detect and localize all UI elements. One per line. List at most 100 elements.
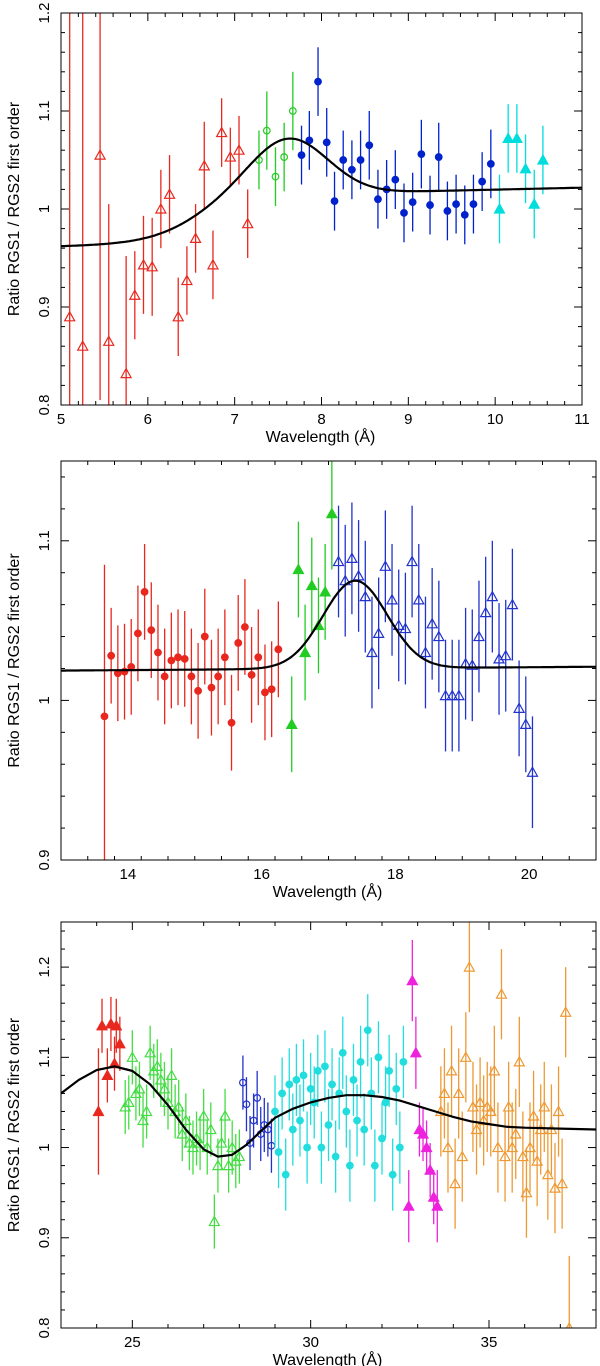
plot-frame bbox=[60, 12, 583, 406]
data-point bbox=[434, 1105, 447, 1117]
data-point bbox=[513, 702, 526, 713]
data-point bbox=[274, 1148, 283, 1156]
data-point bbox=[226, 1141, 239, 1153]
data-point bbox=[288, 107, 297, 115]
model-curve bbox=[61, 579, 596, 672]
data-point bbox=[134, 629, 142, 638]
data-point bbox=[207, 683, 216, 692]
data-point bbox=[322, 138, 331, 147]
data-point bbox=[288, 1125, 297, 1134]
x-tick-label: 10 bbox=[487, 411, 504, 428]
x-tick-label: 18 bbox=[387, 866, 404, 883]
data-point bbox=[253, 1094, 262, 1102]
data-point bbox=[278, 1089, 287, 1098]
data-point bbox=[493, 202, 506, 214]
data-point bbox=[305, 579, 318, 591]
data-point bbox=[211, 1159, 224, 1171]
data-point bbox=[174, 653, 182, 662]
data-point bbox=[204, 1123, 217, 1135]
data-point bbox=[439, 689, 452, 701]
data-point bbox=[352, 569, 365, 581]
data-point bbox=[360, 1125, 369, 1134]
data-point bbox=[172, 1100, 185, 1112]
data-point bbox=[214, 672, 223, 681]
data-point bbox=[536, 153, 549, 165]
data-point bbox=[122, 1096, 135, 1108]
x-tick-label: 16 bbox=[253, 866, 270, 883]
data-point bbox=[474, 1096, 487, 1108]
data-point bbox=[378, 1134, 386, 1143]
data-point bbox=[559, 1005, 572, 1017]
model-curve bbox=[61, 1065, 596, 1158]
x-axis-label: Wavelength (Å) bbox=[273, 1350, 383, 1366]
data-point bbox=[513, 1055, 526, 1067]
series-green-open-circles bbox=[255, 71, 297, 207]
data-point bbox=[198, 159, 211, 171]
data-point bbox=[113, 1037, 126, 1049]
series-green-filled-triangles bbox=[285, 461, 338, 773]
data-point bbox=[349, 1075, 358, 1084]
data-point bbox=[443, 207, 452, 215]
data-point bbox=[399, 1057, 408, 1066]
y-tick-label: 1.1 bbox=[36, 101, 53, 122]
series-red-filled-circles bbox=[100, 543, 283, 860]
data-point bbox=[385, 1066, 394, 1075]
data-point bbox=[160, 672, 169, 681]
data-point bbox=[477, 1114, 490, 1126]
series-magenta-filled-triangles bbox=[402, 940, 444, 1243]
data-point bbox=[519, 718, 532, 729]
data-point bbox=[107, 651, 116, 660]
data-point bbox=[95, 1019, 109, 1031]
data-point bbox=[330, 197, 339, 206]
data-point bbox=[233, 1150, 246, 1162]
data-point bbox=[526, 765, 539, 777]
data-point bbox=[481, 1100, 494, 1112]
data-point bbox=[470, 1123, 483, 1135]
data-point bbox=[241, 623, 249, 631]
data-point bbox=[459, 1051, 472, 1062]
data-point bbox=[486, 160, 495, 168]
data-point bbox=[331, 1152, 340, 1161]
data-point bbox=[479, 606, 492, 618]
data-point bbox=[128, 289, 141, 300]
data-point bbox=[234, 639, 243, 647]
series-cyan-filled-triangles bbox=[493, 104, 549, 244]
data-point bbox=[528, 197, 541, 209]
model-curve bbox=[61, 137, 582, 248]
data-point bbox=[416, 1127, 430, 1139]
data-point bbox=[151, 1060, 164, 1071]
data-point bbox=[499, 649, 512, 661]
data-point bbox=[432, 630, 445, 642]
data-point bbox=[321, 1062, 329, 1071]
x-tick-label: 30 bbox=[302, 1334, 319, 1351]
y-tick-label: 0.8 bbox=[36, 395, 53, 416]
data-point bbox=[146, 260, 159, 272]
data-point bbox=[488, 1064, 501, 1076]
chart-panel-3: 25 30 35 0.8 0.9 1 1.1 1.2 Wavelength (Å) Ratio R… bbox=[6, 921, 597, 1366]
data-point bbox=[363, 1026, 372, 1035]
data-point bbox=[206, 258, 219, 270]
data-point bbox=[220, 653, 229, 662]
data-point bbox=[495, 987, 508, 999]
data-point bbox=[502, 1100, 515, 1112]
data-point bbox=[262, 126, 271, 135]
data-point bbox=[339, 156, 348, 164]
series-blue-filled-circles bbox=[297, 47, 495, 245]
x-tick-label: 35 bbox=[481, 1334, 498, 1351]
data-point bbox=[163, 188, 176, 199]
data-point bbox=[94, 148, 107, 160]
data-point bbox=[406, 974, 419, 986]
data-point bbox=[200, 632, 209, 641]
data-point bbox=[158, 1082, 171, 1094]
data-point bbox=[391, 175, 400, 184]
data-point bbox=[412, 593, 425, 605]
series-red-filled-triangles bbox=[92, 996, 126, 1175]
data-point bbox=[338, 1048, 347, 1057]
data-point bbox=[285, 1080, 294, 1089]
data-point bbox=[434, 153, 443, 161]
data-point bbox=[406, 555, 419, 567]
data-point bbox=[516, 1150, 529, 1162]
data-point bbox=[374, 195, 382, 204]
data-point bbox=[506, 1141, 519, 1153]
data-point bbox=[427, 1190, 440, 1202]
